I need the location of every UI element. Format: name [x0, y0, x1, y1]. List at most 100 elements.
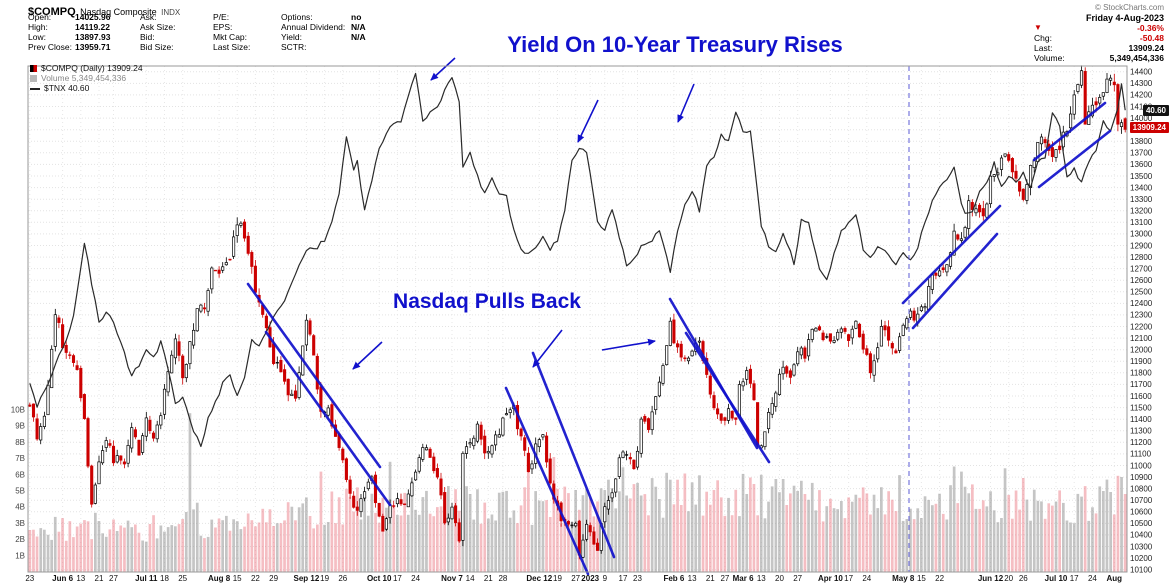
volume-axis-label: 10B [11, 406, 25, 415]
x-axis-label: 17 [619, 574, 628, 583]
annotation-arrow [352, 341, 383, 370]
x-axis-label: 28 [498, 574, 507, 583]
x-axis-label: 27 [571, 574, 580, 583]
volume-axis-label: 6B [15, 470, 25, 479]
price-axis-label: 14200 [1130, 91, 1153, 100]
price-axis-label: 13600 [1130, 160, 1153, 169]
price-axis-label: 10900 [1130, 473, 1153, 482]
plot-border [27, 65, 1128, 573]
trendline [684, 331, 771, 464]
trendline [1032, 101, 1107, 162]
x-axis-label: 17 [393, 574, 402, 583]
x-axis-label: 27 [109, 574, 118, 583]
x-axis-label: 24 [862, 574, 871, 583]
x-axis-label: Oct 10 [367, 574, 392, 583]
x-axis-label: 20 [1004, 574, 1013, 583]
price-axis-label: 13700 [1130, 149, 1153, 158]
quote-field: Ask Size: [140, 22, 176, 32]
quote-field: Annual Dividend: N/A [281, 22, 366, 32]
price-axis-label: 11400 [1130, 415, 1152, 424]
annotation-arrow [430, 57, 456, 81]
price-axis-label: 11900 [1130, 357, 1152, 366]
x-axis-label: Sep 12 [294, 574, 320, 583]
quote-info-panel: © StockCharts.com Friday 4-Aug-2023 ▼ -0… [1034, 3, 1164, 63]
x-axis-label: Jun 12 [978, 574, 1004, 583]
chart-title: $COMPQ Nasdaq Composite INDX [28, 2, 180, 20]
volume-axis-label: 7B [15, 454, 25, 463]
volume-series-swatch [30, 75, 37, 83]
x-axis-label: Dec 12 [526, 574, 552, 583]
volume-axis-label: 3B [15, 519, 25, 528]
x-axis-label: Jul 11 [135, 574, 158, 583]
x-axis-label: 23 [25, 574, 34, 583]
compq-series-swatch [30, 65, 37, 73]
quote-field: Low: 13897.93 [28, 32, 111, 42]
x-axis-label: 29 [269, 574, 278, 583]
quote-field: Prev Close: 13959.71 [28, 42, 111, 52]
annotation-text: Nasdaq Pulls Back [393, 290, 581, 313]
x-axis-label: 14 [466, 574, 475, 583]
price-axis-label: 13300 [1130, 195, 1153, 204]
last-value: 13909.24 [1128, 43, 1164, 53]
x-axis-label: 9 [603, 574, 608, 583]
chg-label: Chg: [1034, 33, 1052, 43]
x-axis-label: Feb 6 [663, 574, 684, 583]
x-axis-label: 22 [935, 574, 944, 583]
trendline [504, 386, 590, 576]
stockcharts-credit: © StockCharts.com [1094, 3, 1164, 12]
x-axis-label: Jun 6 [52, 574, 73, 583]
price-axis-label: 11600 [1130, 392, 1152, 401]
price-axis-label: 12700 [1130, 264, 1153, 273]
symbol-label: $COMPQ [28, 6, 76, 18]
quote-field: EPS: [213, 22, 233, 32]
volume-axis-labels: 1B 2B 3B 4B 5B 6B 7B 8B 9B 10B [11, 406, 25, 561]
price-axis-label: 11800 [1130, 369, 1152, 378]
price-axis-label: 13200 [1130, 207, 1153, 216]
price-axis-label: 14400 [1130, 68, 1153, 77]
quote-field: P/E: [213, 12, 230, 22]
x-axis-label: 23 [633, 574, 642, 583]
x-axis-label: 20 [775, 574, 784, 583]
price-axis-label: 11500 [1130, 403, 1152, 412]
volume-value: 5,349,454,336 [1109, 53, 1164, 63]
price-axis-label: 11200 [1130, 438, 1152, 447]
x-axis-label: 17 [1070, 574, 1079, 583]
price-axis-label: 14300 [1130, 79, 1153, 88]
price-axis-label: 10100 [1130, 566, 1153, 575]
x-axis-label: 19 [553, 574, 562, 583]
price-axis-label: 12000 [1130, 346, 1153, 355]
price-axis-label: 12300 [1130, 311, 1153, 320]
x-axis-label: 25 [178, 574, 187, 583]
last-label: Last: [1034, 43, 1053, 53]
legend-compq-label: $COMPQ (Daily) 13909.24 [41, 63, 143, 73]
x-axis-label: May 8 [892, 574, 915, 583]
annotation-arrow [577, 99, 599, 143]
x-axis-label: 19 [320, 574, 329, 583]
price-axis-label: 10200 [1130, 554, 1153, 563]
quote-field: Ask: [140, 12, 157, 22]
price-axis-label: 11300 [1130, 427, 1152, 436]
quote-field: Mkt Cap: [213, 32, 248, 42]
grid-vertical [29, 66, 1115, 572]
price-axis-label: 13400 [1130, 183, 1153, 192]
trendline [531, 351, 616, 559]
annotation-arrow [677, 83, 695, 123]
annotation-arrow [601, 338, 656, 351]
price-axis-label: 11100 [1130, 450, 1152, 459]
price-axis-label: 12800 [1130, 253, 1153, 262]
x-axis-label: 22 [251, 574, 260, 583]
last-price-axis-tag: 13909.24 [1129, 122, 1169, 133]
quote-field: Bid: [140, 32, 155, 42]
price-axis-label: 13000 [1130, 230, 1153, 239]
trendline [246, 282, 382, 469]
quote-field: Options: no [281, 12, 362, 22]
x-axis-label: 21 [95, 574, 104, 583]
price-axis-labels: 10100 10200 10300 10400 10500 10600 10700 10800… [1130, 68, 1153, 575]
x-axis-label: 18 [160, 574, 169, 583]
price-axis-label: 12600 [1130, 276, 1153, 285]
price-axis-label: 10300 [1130, 542, 1153, 551]
volume-bars [28, 413, 1127, 572]
x-axis-label: 21 [706, 574, 715, 583]
trendline [901, 204, 1002, 305]
